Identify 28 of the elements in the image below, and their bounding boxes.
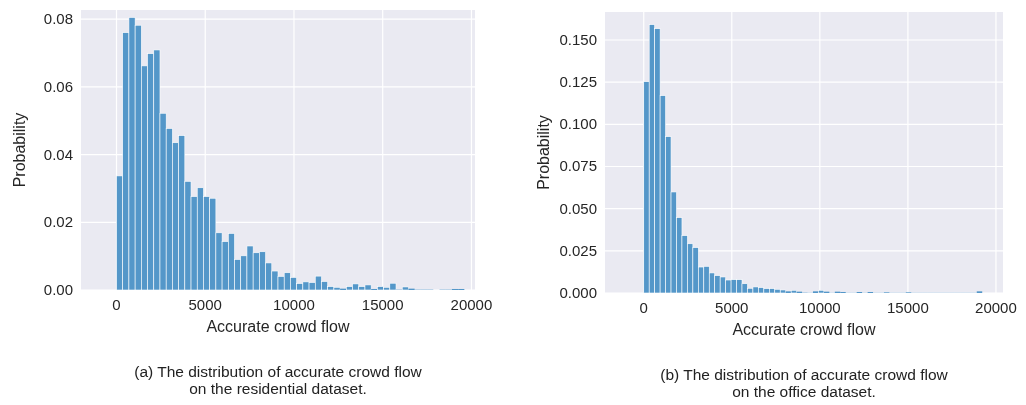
y-tick-label: 0.025 — [559, 241, 597, 259]
y-tick-label: 0.00 — [43, 281, 73, 298]
y-tick-label: 0.125 — [559, 73, 597, 91]
y-tick-label: 0.000 — [559, 284, 597, 301]
x-tick-label: 0 — [639, 299, 648, 316]
x-tick-label: 5000 — [188, 296, 222, 313]
x-tick-label: 5000 — [715, 299, 749, 316]
y-axis-title: Probability — [535, 115, 552, 190]
y-tick-label: 0.06 — [43, 77, 73, 95]
text: (a) The distribution of accurate crowd flow on the residential dataset. — [134, 363, 423, 397]
x-axis-title: Accurate crowd flow — [206, 318, 351, 335]
x-tick-label: 20000 — [450, 296, 493, 313]
y-tick-label: 0.08 — [43, 10, 73, 28]
x-tick-label: 15000 — [361, 296, 404, 313]
y-tick-label: 0.04 — [43, 145, 73, 163]
x-axis-title: Accurate crowd flow — [732, 321, 877, 338]
x-tick-label: 15000 — [887, 299, 929, 316]
y-tick-label: 0.050 — [559, 199, 597, 217]
y-axis-title: Probability — [11, 112, 28, 188]
text: (b) The distribution of accurate crowd flow on the office dataset. — [660, 366, 949, 400]
x-tick-label: 20000 — [975, 299, 1017, 316]
y-tick-label: 0.100 — [559, 115, 597, 133]
x-tick-label: 10000 — [798, 299, 841, 316]
x-tick-label: 10000 — [273, 296, 315, 313]
y-tick-label: 0.150 — [559, 31, 597, 48]
x-tick-label: 0 — [112, 296, 121, 313]
y-tick-label: 0.02 — [43, 213, 73, 231]
y-tick-label: 0.075 — [559, 157, 597, 175]
